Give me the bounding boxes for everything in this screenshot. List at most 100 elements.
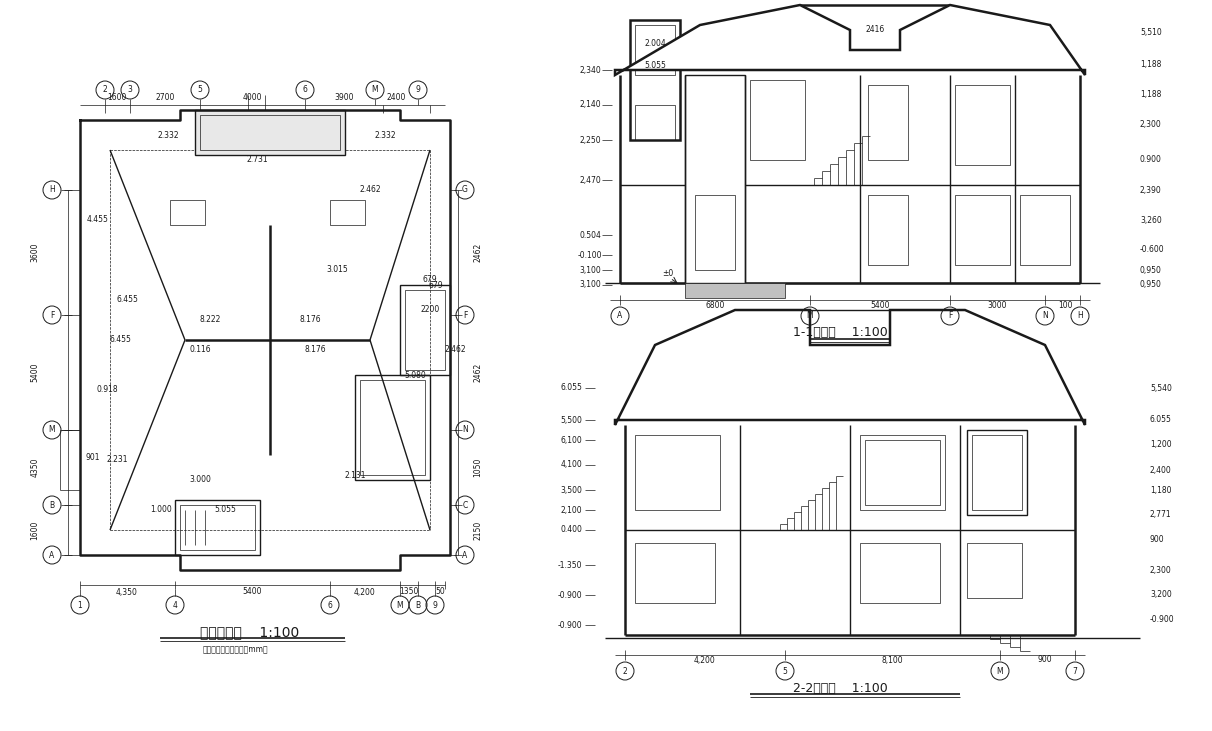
Text: M: M: [372, 86, 378, 94]
Text: 2.332: 2.332: [158, 131, 179, 140]
Bar: [175, 500, 261, 555]
Text: H: H: [50, 186, 55, 194]
Text: 0,950: 0,950: [1140, 265, 1162, 275]
Text: 4000: 4000: [242, 94, 262, 102]
Text: 1-1剖面图    1:100: 1-1剖面图 1:100: [793, 327, 887, 339]
Text: 4.455: 4.455: [87, 216, 109, 224]
Text: B: B: [416, 600, 421, 610]
Bar: [861, 435, 945, 510]
Text: 2462: 2462: [474, 363, 482, 382]
Text: -0.900: -0.900: [558, 621, 582, 629]
Text: 0.116: 0.116: [189, 346, 211, 355]
Text: 6: 6: [303, 86, 308, 94]
Text: 5.055: 5.055: [644, 61, 665, 69]
Text: -0.900: -0.900: [558, 591, 582, 599]
Bar: [630, 20, 680, 140]
Text: 901: 901: [86, 453, 101, 463]
Text: 2,470: 2,470: [579, 175, 601, 184]
Bar: [865, 440, 941, 505]
Text: 2,100: 2,100: [560, 506, 582, 515]
Text: 1600: 1600: [108, 94, 127, 102]
Text: 5.080: 5.080: [404, 371, 425, 379]
Bar: [967, 430, 1027, 515]
Text: A: A: [50, 550, 55, 559]
Text: 2,390: 2,390: [1140, 186, 1162, 194]
Text: C: C: [462, 501, 468, 510]
Bar: [685, 75, 745, 283]
Text: 679: 679: [429, 281, 444, 289]
Text: 0,950: 0,950: [1140, 281, 1162, 289]
Text: 900: 900: [1037, 656, 1052, 664]
Text: 3,100: 3,100: [579, 281, 601, 289]
Text: 1,180: 1,180: [1150, 485, 1172, 494]
Text: 8.222: 8.222: [199, 316, 221, 325]
Text: 2.731: 2.731: [246, 156, 268, 164]
Text: 5400: 5400: [870, 300, 890, 309]
Text: 1600: 1600: [30, 520, 40, 539]
Text: 100: 100: [1058, 300, 1073, 309]
Text: 1.000: 1.000: [150, 506, 172, 515]
Bar: [868, 85, 908, 160]
Bar: [750, 80, 805, 160]
Text: 2416: 2416: [865, 26, 885, 34]
Text: F: F: [50, 311, 55, 319]
Bar: [195, 110, 345, 155]
Text: 1,188: 1,188: [1140, 61, 1161, 69]
Text: 9: 9: [416, 86, 421, 94]
Text: 679: 679: [423, 276, 438, 284]
Bar: [635, 435, 720, 510]
Text: 2,300: 2,300: [1140, 121, 1162, 129]
Text: 0.900: 0.900: [1140, 156, 1162, 164]
Text: 5,500: 5,500: [560, 415, 582, 425]
Text: 2.231: 2.231: [107, 455, 127, 464]
Text: 2.131: 2.131: [344, 471, 366, 480]
Text: F: F: [463, 311, 467, 319]
Text: 6.455: 6.455: [109, 336, 131, 344]
Text: 5.055: 5.055: [215, 506, 236, 515]
Bar: [200, 115, 341, 150]
Text: 4350: 4350: [30, 458, 40, 477]
Text: 2,400: 2,400: [1150, 466, 1172, 474]
Text: 2,771: 2,771: [1150, 510, 1172, 520]
Text: 900: 900: [1150, 536, 1165, 545]
Text: 0.504: 0.504: [579, 230, 601, 240]
Bar: [635, 105, 675, 140]
Text: A: A: [617, 311, 623, 320]
Text: 8,100: 8,100: [881, 656, 903, 664]
Text: A: A: [462, 550, 468, 559]
Text: 3,260: 3,260: [1140, 216, 1162, 224]
Text: 3.000: 3.000: [189, 475, 211, 485]
Text: 3600: 3600: [30, 242, 40, 262]
Text: 2,300: 2,300: [1150, 566, 1172, 575]
Text: 4: 4: [172, 600, 177, 610]
Text: 6.055: 6.055: [560, 384, 582, 393]
Text: B: B: [50, 501, 55, 510]
Bar: [360, 380, 425, 475]
Text: 2.004: 2.004: [644, 39, 665, 48]
Text: 8.176: 8.176: [299, 316, 321, 325]
Bar: [405, 290, 445, 370]
Polygon shape: [614, 5, 1085, 75]
Text: 5: 5: [783, 667, 788, 675]
Text: M: M: [396, 600, 404, 610]
Text: 5: 5: [198, 86, 202, 94]
Bar: [330, 200, 365, 225]
Text: 2-2剖面图    1:100: 2-2剖面图 1:100: [793, 681, 887, 694]
Bar: [685, 283, 785, 298]
Bar: [861, 543, 941, 603]
Bar: [181, 505, 255, 550]
Bar: [972, 435, 1022, 510]
Text: 2,140: 2,140: [579, 100, 601, 110]
Text: 4,200: 4,200: [694, 656, 716, 664]
Text: H: H: [1077, 311, 1082, 320]
Text: 5400: 5400: [242, 588, 262, 596]
Text: 2.462: 2.462: [359, 186, 381, 194]
Text: 4,200: 4,200: [354, 588, 376, 596]
Text: 2.462: 2.462: [444, 346, 465, 355]
Text: 2: 2: [623, 667, 628, 675]
Bar: [955, 195, 1010, 265]
Text: 注：图纸中数据单位为mm。: 注：图纸中数据单位为mm。: [202, 645, 268, 654]
Text: F: F: [948, 311, 953, 320]
Bar: [170, 200, 205, 225]
Text: 2,250: 2,250: [579, 135, 601, 145]
